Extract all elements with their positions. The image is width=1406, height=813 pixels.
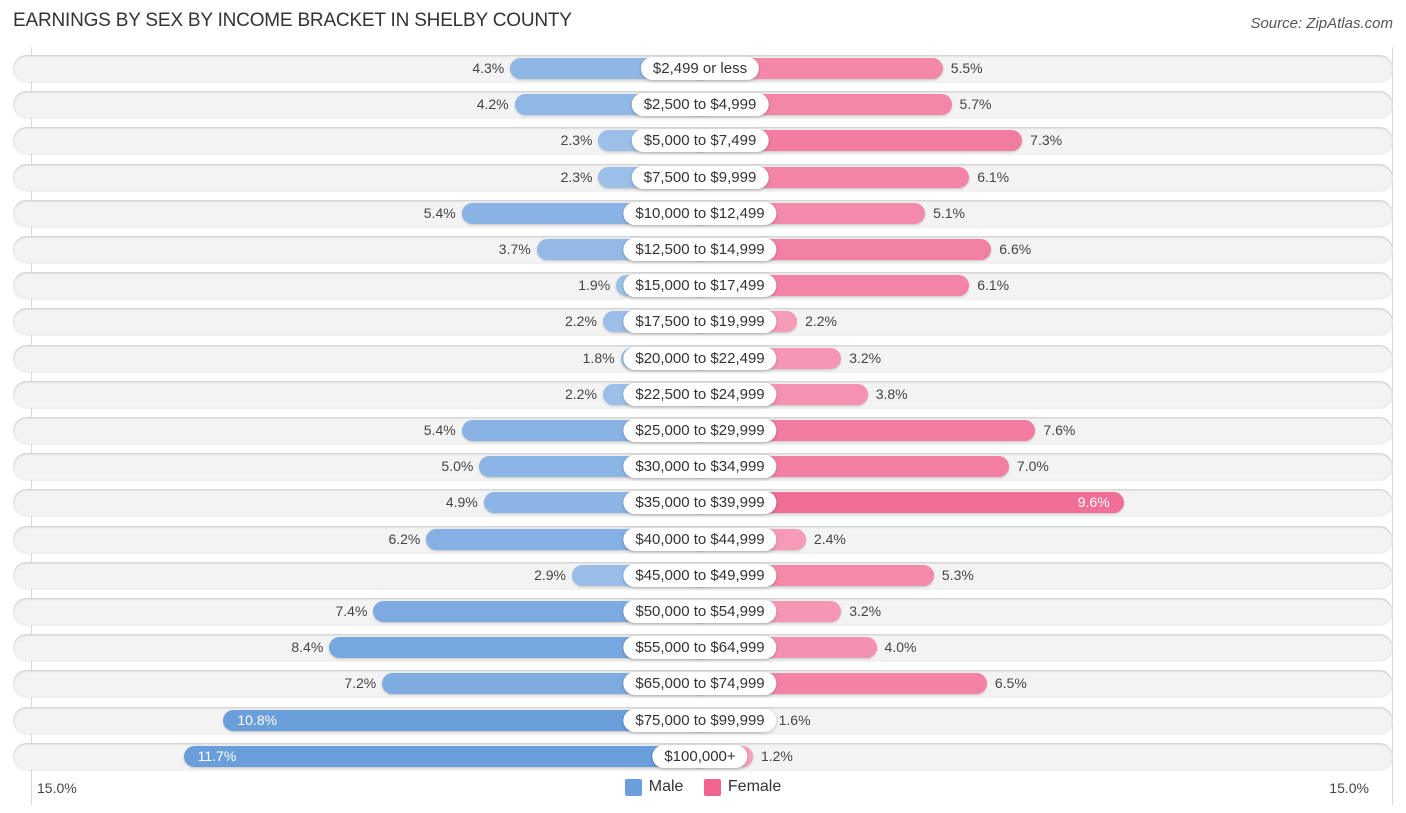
value-label-female: 5.3% bbox=[941, 566, 974, 583]
category-label: $17,500 to $19,999 bbox=[623, 310, 777, 334]
legend-swatch-female bbox=[703, 778, 721, 796]
value-label-female: 4.0% bbox=[884, 639, 917, 656]
value-label-female: 2.2% bbox=[805, 313, 837, 330]
value-label-female: 3.8% bbox=[875, 385, 908, 402]
category-label: $10,000 to $12,499 bbox=[623, 201, 777, 225]
bar-male[interactable] bbox=[329, 637, 712, 659]
value-label-male: 2.3% bbox=[560, 168, 593, 185]
category-label: $40,000 to $44,999 bbox=[623, 527, 777, 551]
value-label-female: 6.1% bbox=[977, 277, 1010, 294]
value-label-male: 2.2% bbox=[565, 385, 597, 402]
axis-label-left: 15.0% bbox=[37, 780, 77, 796]
value-label-male: 6.2% bbox=[388, 530, 421, 547]
value-label-female: 3.2% bbox=[849, 349, 882, 366]
legend-label-male: Male bbox=[648, 778, 684, 795]
value-label-female: 6.6% bbox=[999, 241, 1032, 257]
legend-item-male[interactable]: Male bbox=[624, 778, 684, 796]
legend: Male Female bbox=[0, 778, 1406, 801]
category-label: $65,000 to $74,999 bbox=[623, 672, 777, 696]
value-label-female: 5.7% bbox=[959, 96, 992, 113]
category-label: $2,500 to $4,999 bbox=[631, 93, 769, 117]
value-label-female: 7.0% bbox=[1016, 458, 1049, 475]
value-label-female: 6.1% bbox=[977, 168, 1010, 185]
source-label: Source: ZipAtlas.com bbox=[1250, 15, 1393, 32]
legend-item-female[interactable]: Female bbox=[703, 778, 782, 796]
category-label: $22,500 to $24,999 bbox=[623, 382, 777, 406]
bar-female[interactable] bbox=[688, 130, 1023, 152]
category-label: $30,000 to $34,999 bbox=[623, 455, 777, 479]
chart-title: EARNINGS BY SEX BY INCOME BRACKET IN SHE… bbox=[13, 10, 572, 31]
value-label-male: 5.0% bbox=[441, 458, 474, 475]
value-label-female: 5.5% bbox=[950, 60, 983, 76]
value-label-male: 11.7% bbox=[197, 747, 237, 764]
value-label-female: 1.2% bbox=[760, 747, 793, 764]
category-label: $35,000 to $39,999 bbox=[623, 491, 777, 515]
legend-swatch-male bbox=[624, 778, 642, 796]
value-label-female: 1.6% bbox=[778, 711, 811, 728]
bar-male[interactable] bbox=[183, 745, 712, 767]
value-label-male: 4.3% bbox=[472, 60, 505, 76]
category-label: $15,000 to $17,499 bbox=[623, 274, 777, 298]
category-label: $55,000 to $64,999 bbox=[623, 636, 777, 660]
value-label-male: 2.3% bbox=[560, 132, 593, 149]
value-label-female: 6.5% bbox=[994, 675, 1027, 692]
value-label-male: 5.4% bbox=[423, 204, 456, 221]
value-label-male: 3.7% bbox=[498, 241, 531, 257]
category-label: $5,000 to $7,499 bbox=[631, 129, 769, 153]
value-label-female: 7.3% bbox=[1030, 132, 1063, 149]
category-label: $25,000 to $29,999 bbox=[623, 419, 777, 442]
value-label-female: 3.2% bbox=[849, 603, 882, 619]
category-label: $12,500 to $14,999 bbox=[623, 238, 777, 261]
value-label-male: 2.9% bbox=[534, 566, 567, 583]
value-label-male: 10.8% bbox=[237, 711, 278, 728]
value-label-male: 2.2% bbox=[565, 313, 597, 330]
value-label-female: 2.4% bbox=[813, 530, 846, 547]
category-label: $20,000 to $22,499 bbox=[623, 346, 777, 370]
category-label: $45,000 to $49,999 bbox=[623, 563, 777, 587]
bar-male[interactable] bbox=[223, 709, 712, 731]
value-label-male: 5.4% bbox=[423, 422, 456, 438]
value-label-female: 5.1% bbox=[933, 204, 965, 221]
value-label-female: 9.6% bbox=[1077, 494, 1110, 511]
value-label-male: 4.2% bbox=[476, 96, 509, 113]
category-label: $50,000 to $54,999 bbox=[623, 600, 777, 623]
category-label: $100,000+ bbox=[652, 744, 748, 768]
value-label-male: 4.9% bbox=[445, 494, 478, 511]
bar-female[interactable] bbox=[688, 492, 1124, 514]
axis-label-right: 15.0% bbox=[1329, 780, 1369, 796]
value-label-female: 7.6% bbox=[1043, 422, 1076, 438]
value-label-male: 1.9% bbox=[578, 277, 611, 294]
legend-label-female: Female bbox=[727, 778, 782, 795]
value-label-male: 7.4% bbox=[335, 603, 368, 619]
category-label: $75,000 to $99,999 bbox=[623, 708, 777, 732]
value-label-male: 8.4% bbox=[291, 639, 324, 656]
value-label-male: 7.2% bbox=[344, 675, 377, 692]
category-label: $7,500 to $9,999 bbox=[631, 165, 769, 189]
value-label-male: 1.8% bbox=[582, 349, 615, 366]
category-label: $2,499 or less bbox=[640, 57, 760, 80]
